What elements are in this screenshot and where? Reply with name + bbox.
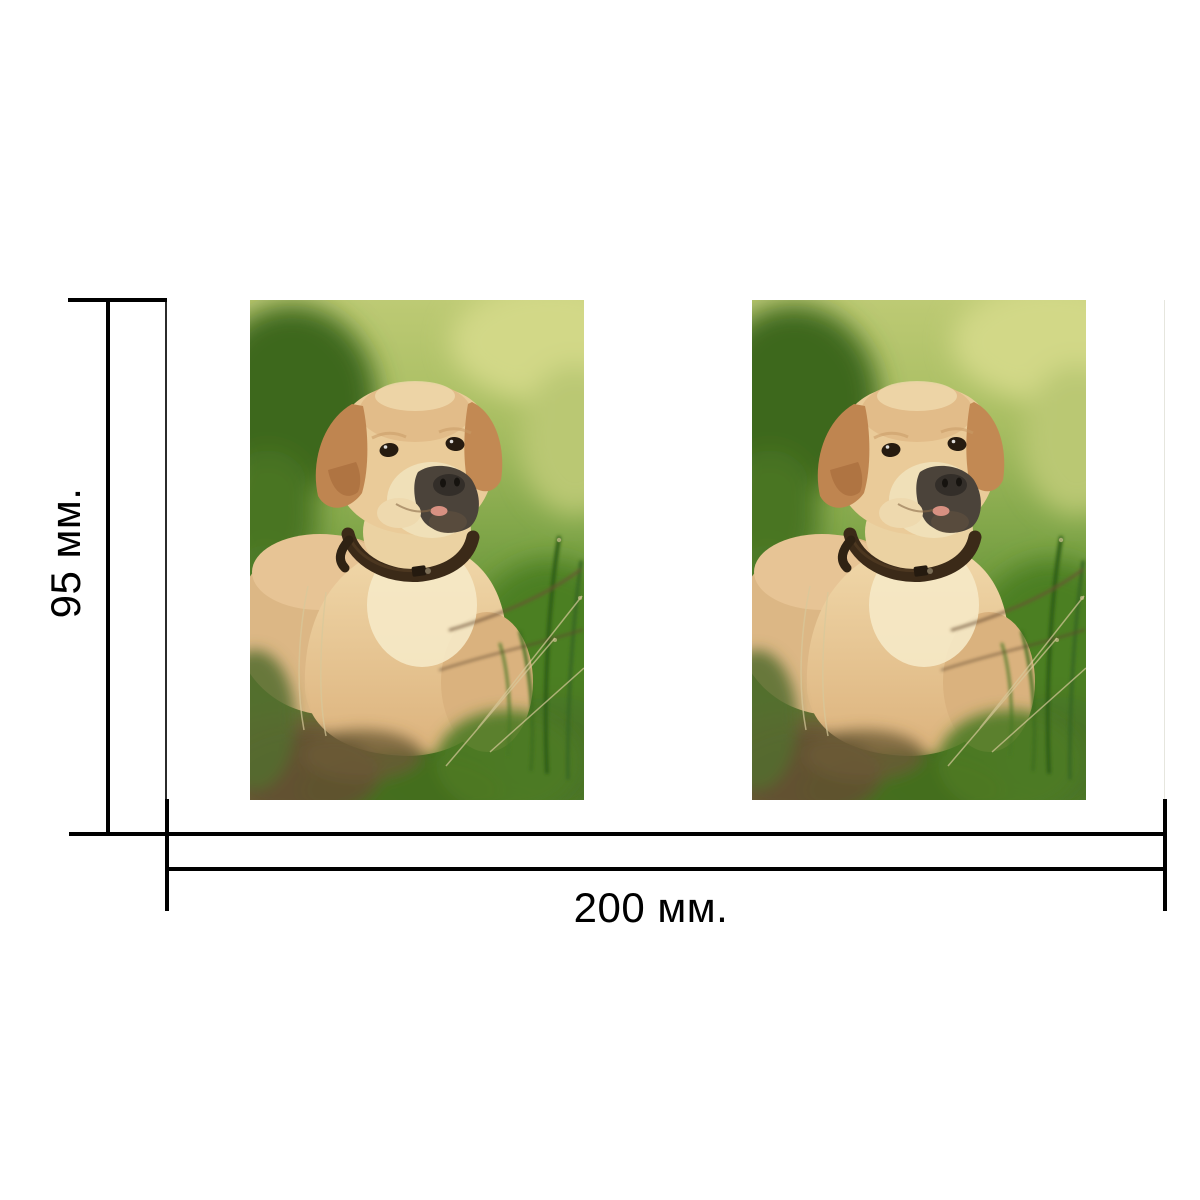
width-dimension-tick-left: [165, 799, 169, 911]
width-dimension-line: [165, 867, 1167, 871]
height-dimension-label: 95 мм.: [42, 487, 89, 619]
sheet-bottom-edge-line: [69, 832, 1167, 836]
height-dimension-tick-top: [68, 298, 167, 302]
sheet-right-edge-line: [1164, 300, 1165, 800]
labrador-dog-image: [752, 300, 1086, 800]
width-dimension-tick-right: [1163, 799, 1167, 911]
width-dimension-label: 200 мм.: [573, 884, 729, 931]
sheet-left-edge-line: [165, 300, 167, 832]
height-dimension-line: [106, 298, 110, 836]
labrador-photo-print-1: [250, 300, 584, 800]
labrador-dog-image: [250, 300, 584, 800]
labrador-photo-print-2: [752, 300, 1086, 800]
